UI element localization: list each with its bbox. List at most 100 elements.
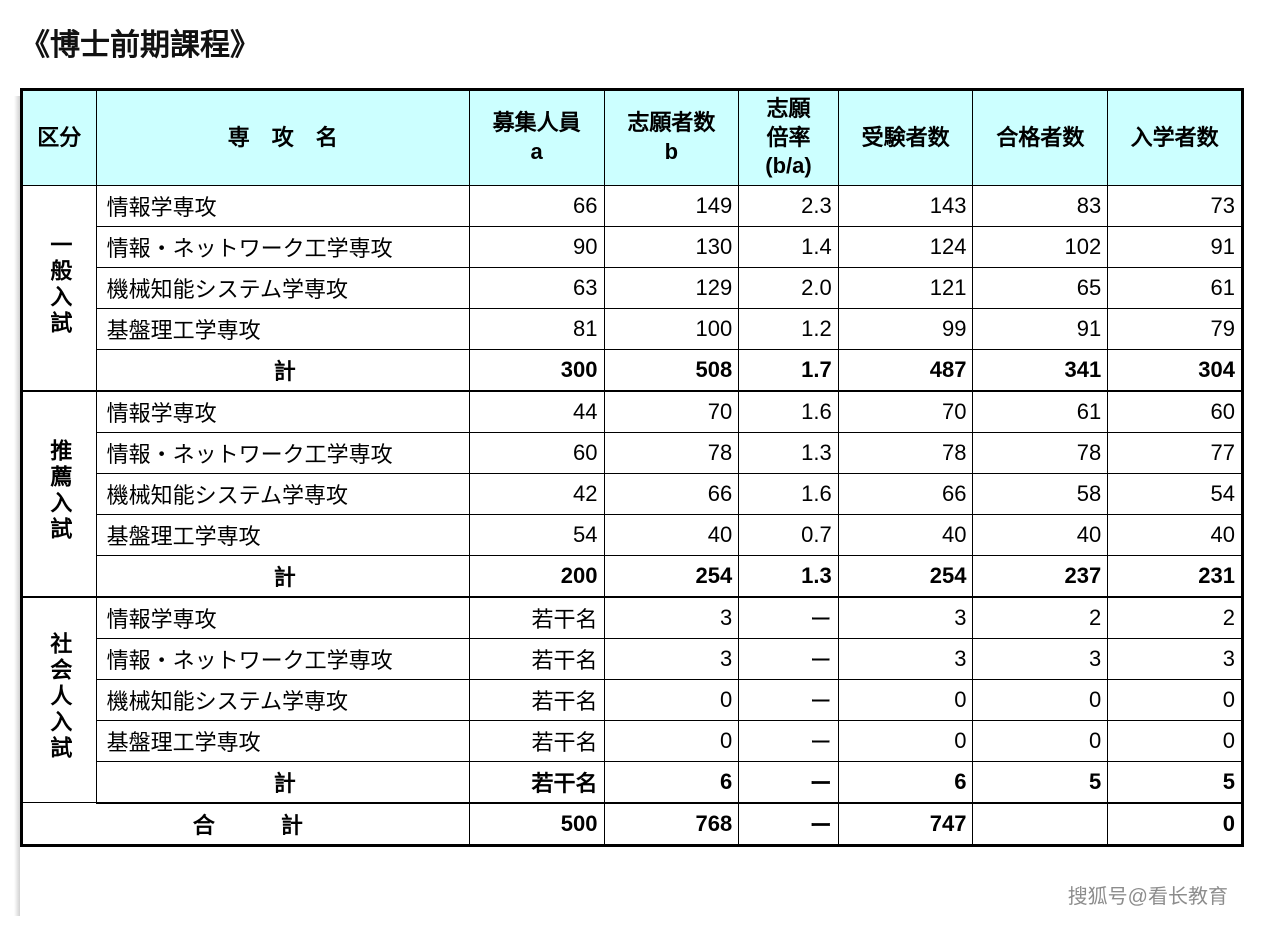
table-row: 推薦入試情報学専攻44701.6706160 bbox=[22, 391, 1243, 433]
value-cell: 44 bbox=[469, 391, 604, 433]
table-row: 一般入試情報学専攻661492.31438373 bbox=[22, 185, 1243, 226]
col-ratio: 志願倍率(b/a) bbox=[739, 90, 839, 186]
subtotal-value: 1.3 bbox=[739, 555, 839, 597]
value-cell: 149 bbox=[604, 185, 739, 226]
subtotal-value: ー bbox=[739, 761, 839, 803]
major-cell: 機械知能システム学専攻 bbox=[96, 473, 469, 514]
value-cell: 0 bbox=[1108, 679, 1243, 720]
value-cell: 81 bbox=[469, 308, 604, 349]
total-value: 500 bbox=[469, 803, 604, 846]
value-cell: 0 bbox=[838, 679, 973, 720]
value-cell: 2.0 bbox=[739, 267, 839, 308]
subtotal-value: 231 bbox=[1108, 555, 1243, 597]
value-cell: 0 bbox=[838, 720, 973, 761]
value-cell: 61 bbox=[973, 391, 1108, 433]
table-row: 社会人入試情報学専攻若干名3ー322 bbox=[22, 597, 1243, 639]
value-cell: 0 bbox=[1108, 720, 1243, 761]
value-cell: 90 bbox=[469, 226, 604, 267]
table-row: 情報・ネットワーク工学専攻901301.412410291 bbox=[22, 226, 1243, 267]
watermark: 搜狐号@看长教育 bbox=[1068, 880, 1228, 909]
subtotal-value: 254 bbox=[604, 555, 739, 597]
value-cell: 0 bbox=[604, 679, 739, 720]
value-cell: 91 bbox=[1108, 226, 1243, 267]
total-value: ー bbox=[739, 803, 839, 846]
subtotal-value: 341 bbox=[973, 349, 1108, 391]
value-cell: 2.3 bbox=[739, 185, 839, 226]
table-row: 基盤理工学専攻811001.2999179 bbox=[22, 308, 1243, 349]
subtotal-value: 6 bbox=[838, 761, 973, 803]
value-cell: 2 bbox=[1108, 597, 1243, 639]
page-title: 《博士前期課程》 bbox=[20, 20, 1244, 64]
total-value: 747 bbox=[838, 803, 973, 846]
total-value bbox=[973, 803, 1108, 846]
value-cell: 3 bbox=[1108, 638, 1243, 679]
subtotal-label: 計 bbox=[96, 761, 469, 803]
value-cell: 1.4 bbox=[739, 226, 839, 267]
value-cell: 61 bbox=[1108, 267, 1243, 308]
table-row: 機械知能システム学専攻631292.01216561 bbox=[22, 267, 1243, 308]
subtotal-row: 計2002541.3254237231 bbox=[22, 555, 1243, 597]
table-row: 情報・ネットワーク工学専攻若干名3ー333 bbox=[22, 638, 1243, 679]
value-cell: 91 bbox=[973, 308, 1108, 349]
table-row: 基盤理工学専攻54400.7404040 bbox=[22, 514, 1243, 555]
major-cell: 基盤理工学専攻 bbox=[96, 514, 469, 555]
value-cell: 79 bbox=[1108, 308, 1243, 349]
subtotal-row: 計3005081.7487341304 bbox=[22, 349, 1243, 391]
col-examinees: 受験者数 bbox=[838, 90, 973, 186]
category-cell: 一般入試 bbox=[22, 185, 97, 391]
value-cell: 1.2 bbox=[739, 308, 839, 349]
value-cell: 3 bbox=[604, 638, 739, 679]
value-cell: 42 bbox=[469, 473, 604, 514]
value-cell: 3 bbox=[838, 597, 973, 639]
subtotal-value: 1.7 bbox=[739, 349, 839, 391]
subtotal-value: 300 bbox=[469, 349, 604, 391]
value-cell: 0 bbox=[604, 720, 739, 761]
value-cell: 77 bbox=[1108, 432, 1243, 473]
col-enrolled: 入学者数 bbox=[1108, 90, 1243, 186]
value-cell: 40 bbox=[838, 514, 973, 555]
subtotal-value: 若干名 bbox=[469, 761, 604, 803]
subtotal-value: 487 bbox=[838, 349, 973, 391]
value-cell: 40 bbox=[604, 514, 739, 555]
value-cell: 78 bbox=[973, 432, 1108, 473]
value-cell: 若干名 bbox=[469, 679, 604, 720]
value-cell: 65 bbox=[973, 267, 1108, 308]
value-cell: 1.6 bbox=[739, 473, 839, 514]
value-cell: 83 bbox=[973, 185, 1108, 226]
value-cell: 78 bbox=[838, 432, 973, 473]
value-cell: 102 bbox=[973, 226, 1108, 267]
value-cell: 若干名 bbox=[469, 597, 604, 639]
major-cell: 基盤理工学専攻 bbox=[96, 308, 469, 349]
value-cell: 54 bbox=[1108, 473, 1243, 514]
subtotal-label: 計 bbox=[96, 555, 469, 597]
major-cell: 基盤理工学専攻 bbox=[96, 720, 469, 761]
table-row: 機械知能システム学専攻若干名0ー000 bbox=[22, 679, 1243, 720]
table-row: 情報・ネットワーク工学専攻60781.3787877 bbox=[22, 432, 1243, 473]
value-cell: 60 bbox=[469, 432, 604, 473]
value-cell: 0 bbox=[973, 720, 1108, 761]
value-cell: 3 bbox=[973, 638, 1108, 679]
table-head: 区分 専 攻 名 募集人員a 志願者数b 志願倍率(b/a) 受験者数 合格者数… bbox=[22, 90, 1243, 186]
value-cell: 63 bbox=[469, 267, 604, 308]
table-row: 基盤理工学専攻若干名0ー000 bbox=[22, 720, 1243, 761]
value-cell: 66 bbox=[469, 185, 604, 226]
subtotal-value: 254 bbox=[838, 555, 973, 597]
col-major: 専 攻 名 bbox=[96, 90, 469, 186]
shadow-decoration bbox=[14, 96, 20, 916]
major-cell: 情報学専攻 bbox=[96, 597, 469, 639]
major-cell: 情報・ネットワーク工学専攻 bbox=[96, 432, 469, 473]
value-cell: ー bbox=[739, 679, 839, 720]
value-cell: 54 bbox=[469, 514, 604, 555]
subtotal-label: 計 bbox=[96, 349, 469, 391]
value-cell: 121 bbox=[838, 267, 973, 308]
category-cell: 社会人入試 bbox=[22, 597, 97, 803]
value-cell: 3 bbox=[604, 597, 739, 639]
col-category: 区分 bbox=[22, 90, 97, 186]
value-cell: 78 bbox=[604, 432, 739, 473]
value-cell: 66 bbox=[838, 473, 973, 514]
value-cell: 66 bbox=[604, 473, 739, 514]
value-cell: 40 bbox=[1108, 514, 1243, 555]
value-cell: 129 bbox=[604, 267, 739, 308]
total-label: 合 計 bbox=[22, 803, 470, 846]
value-cell: 1.6 bbox=[739, 391, 839, 433]
